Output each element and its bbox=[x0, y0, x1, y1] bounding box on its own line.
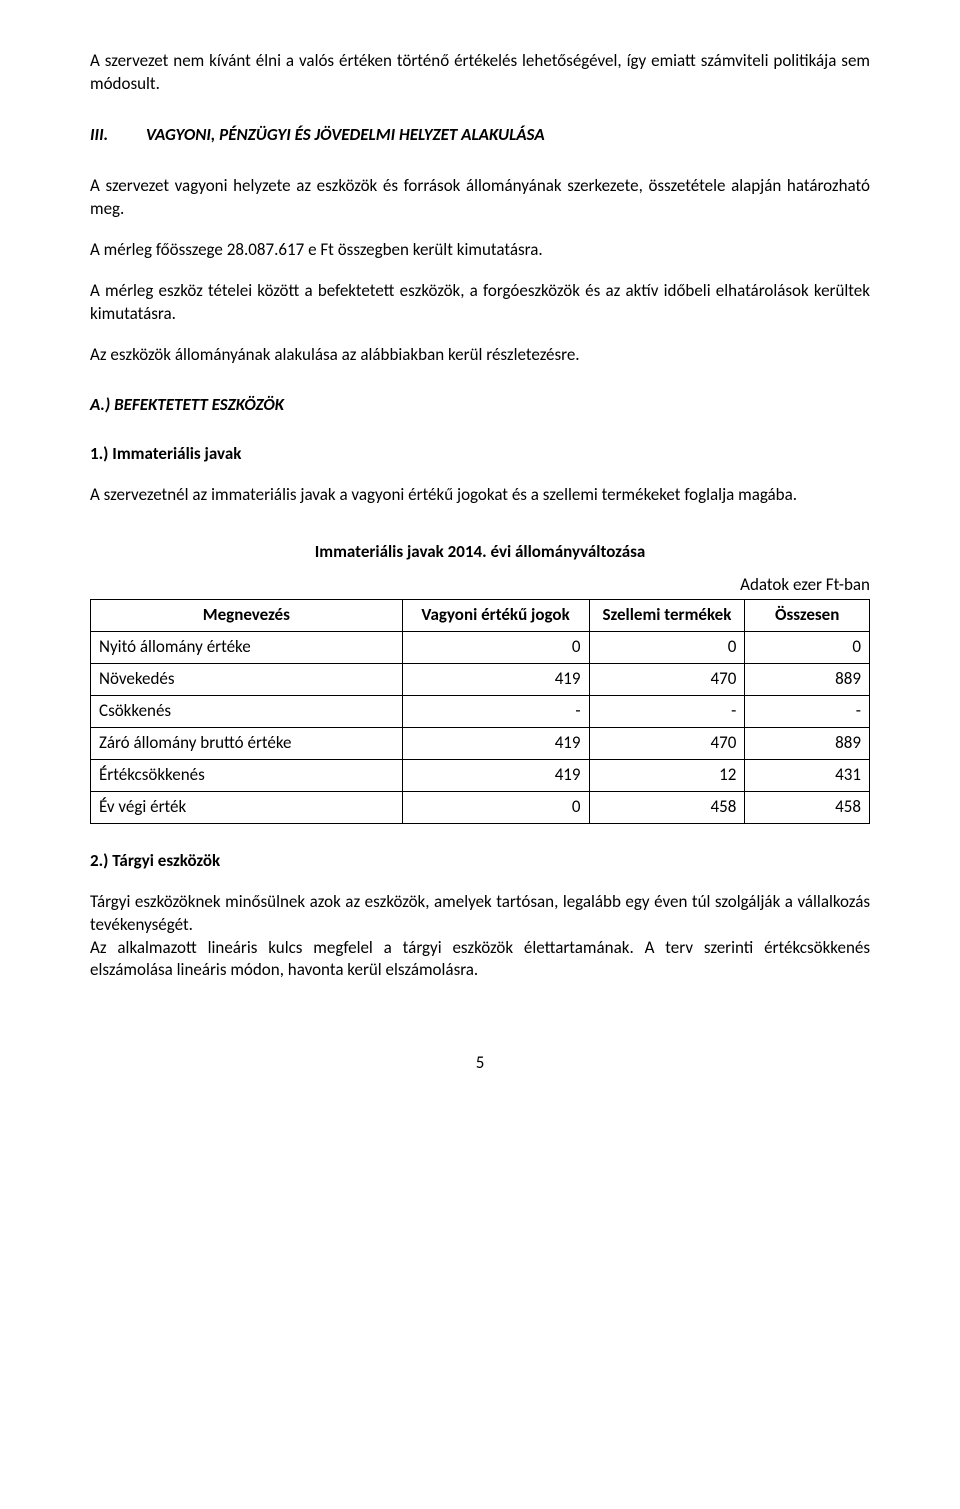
cell-value: 419 bbox=[402, 759, 589, 791]
table-unit-note: Adatok ezer Ft-ban bbox=[90, 574, 870, 597]
table-title: Immateriális javak 2014. évi állományvál… bbox=[90, 541, 870, 564]
cell-value: 889 bbox=[745, 664, 870, 696]
table-row: Értékcsökkenés41912431 bbox=[91, 759, 870, 791]
section-heading: III. VAGYONI, PÉNZÜGYI ÉS JÖVEDELMI HELY… bbox=[90, 124, 870, 147]
table-header-row: Megnevezés Vagyoni értékű jogok Szellemi… bbox=[91, 600, 870, 632]
paragraph: Az eszközök állományának alakulása az al… bbox=[90, 344, 870, 367]
subsection-1-heading: 1.) Immateriális javak bbox=[90, 443, 870, 466]
cell-value: 0 bbox=[589, 632, 745, 664]
cell-value: 458 bbox=[589, 791, 745, 823]
cell-label: Záró állomány bruttó értéke bbox=[91, 727, 403, 759]
cell-label: Értékcsökkenés bbox=[91, 759, 403, 791]
cell-value: 12 bbox=[589, 759, 745, 791]
assets-table: Megnevezés Vagyoni értékű jogok Szellemi… bbox=[90, 599, 870, 824]
cell-label: Év végi érték bbox=[91, 791, 403, 823]
cell-value: 419 bbox=[402, 664, 589, 696]
cell-value: - bbox=[402, 695, 589, 727]
paragraph: Az alkalmazott lineáris kulcs megfelel a… bbox=[90, 937, 870, 983]
paragraph: A szervezet nem kívánt élni a valós érté… bbox=[90, 50, 870, 96]
cell-value: 470 bbox=[589, 664, 745, 696]
th-osszesen: Összesen bbox=[745, 600, 870, 632]
table-row: Záró állomány bruttó értéke419470889 bbox=[91, 727, 870, 759]
subsection-a-heading: A.) BEFEKTETETT ESZKÖZÖK bbox=[90, 394, 870, 417]
paragraph: A mérleg eszköz tételei között a befekte… bbox=[90, 280, 870, 326]
cell-value: 431 bbox=[745, 759, 870, 791]
cell-value: 889 bbox=[745, 727, 870, 759]
table-row: Év végi érték0458458 bbox=[91, 791, 870, 823]
th-vagyoni: Vagyoni értékű jogok bbox=[402, 600, 589, 632]
paragraph: A szervezetnél az immateriális javak a v… bbox=[90, 484, 870, 507]
cell-value: 0 bbox=[745, 632, 870, 664]
cell-value: 0 bbox=[402, 632, 589, 664]
table-row: Növekedés419470889 bbox=[91, 664, 870, 696]
cell-value: - bbox=[745, 695, 870, 727]
subsection-2-heading: 2.) Tárgyi eszközök bbox=[90, 850, 870, 873]
paragraph: A mérleg főösszege 28.087.617 e Ft össze… bbox=[90, 239, 870, 262]
cell-value: - bbox=[589, 695, 745, 727]
cell-label: Növekedés bbox=[91, 664, 403, 696]
cell-label: Nyitó állomány értéke bbox=[91, 632, 403, 664]
th-megnevezes: Megnevezés bbox=[91, 600, 403, 632]
cell-value: 419 bbox=[402, 727, 589, 759]
paragraph: A szervezet vagyoni helyzete az eszközök… bbox=[90, 175, 870, 221]
cell-value: 458 bbox=[745, 791, 870, 823]
section-title-text: VAGYONI, PÉNZÜGYI ÉS JÖVEDELMI HELYZET A… bbox=[146, 124, 545, 145]
paragraph: Tárgyi eszközöknek minősülnek azok az es… bbox=[90, 891, 870, 937]
section-roman: III. bbox=[90, 124, 142, 147]
cell-value: 0 bbox=[402, 791, 589, 823]
cell-value: 470 bbox=[589, 727, 745, 759]
table-row: Csökkenés--- bbox=[91, 695, 870, 727]
table-body: Nyitó állomány értéke000Növekedés4194708… bbox=[91, 632, 870, 824]
page-number: 5 bbox=[90, 1052, 870, 1075]
table-row: Nyitó állomány értéke000 bbox=[91, 632, 870, 664]
cell-label: Csökkenés bbox=[91, 695, 403, 727]
th-szellemi: Szellemi termékek bbox=[589, 600, 745, 632]
